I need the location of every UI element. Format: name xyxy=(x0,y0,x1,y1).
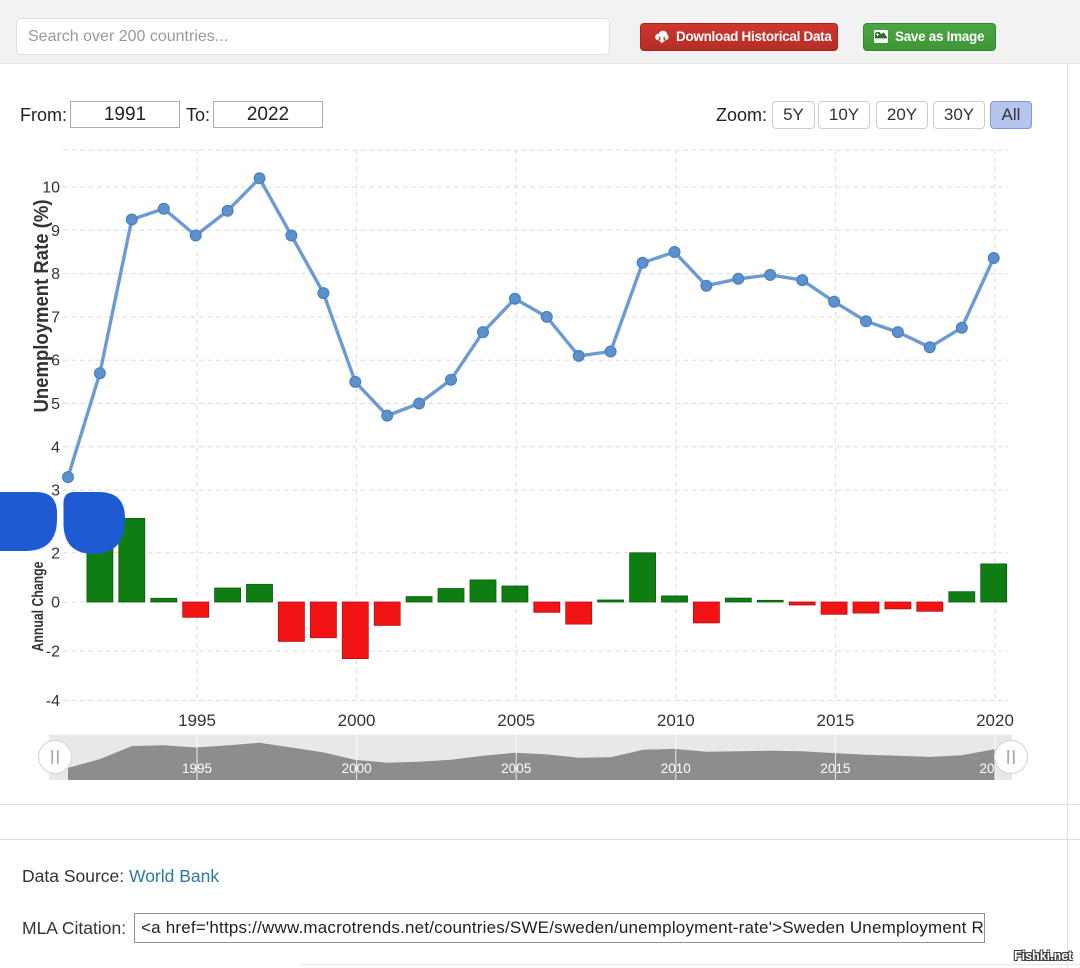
svg-text:8: 8 xyxy=(51,266,60,283)
svg-text:7: 7 xyxy=(51,309,60,326)
svg-text:2010: 2010 xyxy=(657,711,695,730)
svg-text:-2: -2 xyxy=(46,644,60,661)
svg-text:2015: 2015 xyxy=(816,711,854,730)
svg-text:0: 0 xyxy=(51,595,60,612)
svg-text:Unemployment Rate (%): Unemployment Rate (%) xyxy=(31,200,53,413)
svg-text:4: 4 xyxy=(51,439,60,456)
svg-text:2015: 2015 xyxy=(820,761,850,776)
svg-text:2010: 2010 xyxy=(661,761,691,776)
svg-text:1995: 1995 xyxy=(182,761,212,776)
svg-text:2000: 2000 xyxy=(338,711,376,730)
svg-text:2005: 2005 xyxy=(501,761,531,776)
svg-text:1995: 1995 xyxy=(178,711,216,730)
svg-text:5: 5 xyxy=(51,396,60,413)
svg-text:9: 9 xyxy=(51,223,60,240)
svg-text:20: 20 xyxy=(979,761,994,776)
svg-text:3: 3 xyxy=(51,483,60,500)
svg-text:10: 10 xyxy=(42,180,60,197)
svg-text:2000: 2000 xyxy=(342,761,372,776)
svg-text:-4: -4 xyxy=(46,693,60,710)
svg-text:Annual Change: Annual Change xyxy=(30,561,47,651)
svg-text:2020: 2020 xyxy=(976,711,1014,730)
svg-text:2005: 2005 xyxy=(497,711,535,730)
svg-text:2: 2 xyxy=(51,545,60,562)
svg-text:6: 6 xyxy=(51,353,60,370)
